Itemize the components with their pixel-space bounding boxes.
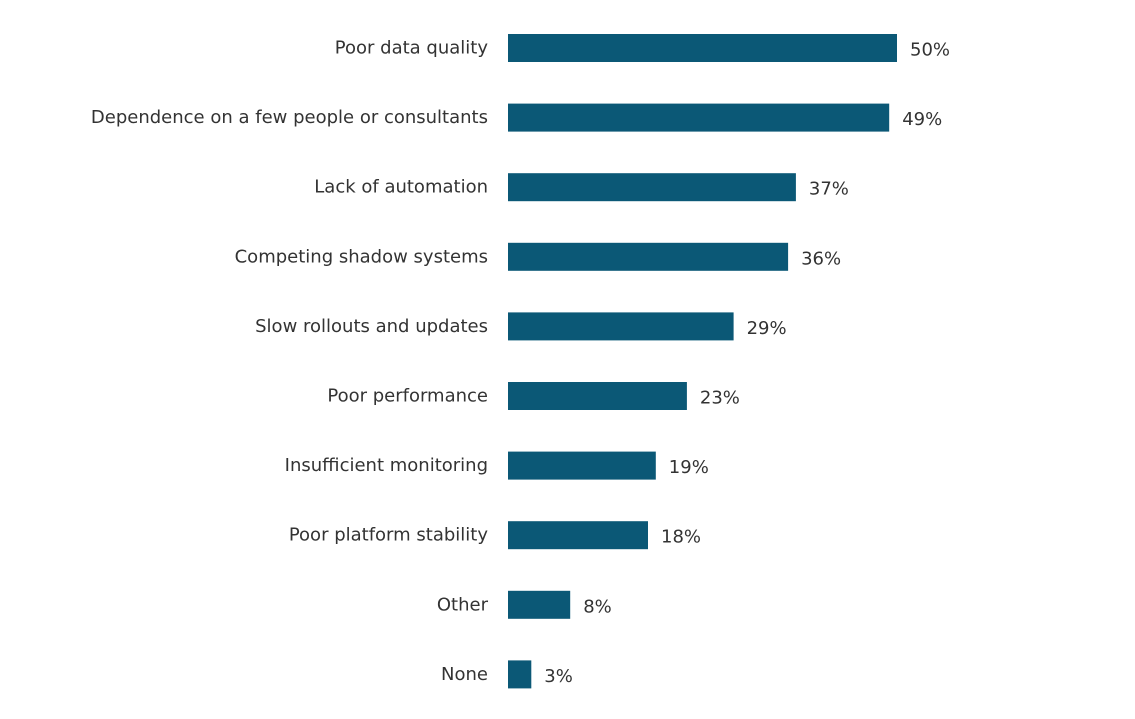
category-label: Competing shadow systems bbox=[235, 246, 488, 267]
value-label: 8% bbox=[583, 596, 612, 617]
bar bbox=[508, 590, 571, 619]
bar bbox=[508, 34, 897, 62]
value-label: 23% bbox=[700, 388, 740, 409]
bar bbox=[508, 660, 532, 689]
category-label: Other bbox=[437, 594, 489, 615]
bar bbox=[508, 103, 890, 132]
bar bbox=[508, 521, 648, 550]
category-label: Poor platform stability bbox=[289, 525, 489, 546]
bars-group bbox=[508, 34, 897, 689]
category-label: Dependence on a few people or consultant… bbox=[91, 107, 488, 128]
bar bbox=[508, 173, 796, 202]
category-labels-group: Poor data quality Dependence on a few peo… bbox=[91, 38, 489, 685]
category-label: Poor data quality bbox=[335, 38, 489, 59]
value-label: 37% bbox=[809, 179, 849, 200]
value-labels-group: 50% 49% 37% 36% 29% 23% 19% 18% 8% 3% bbox=[544, 40, 950, 687]
value-label: 19% bbox=[669, 457, 709, 478]
category-label: Insufficient monitoring bbox=[285, 455, 488, 476]
category-label: Lack of automation bbox=[314, 177, 488, 198]
category-label: Poor performance bbox=[327, 386, 488, 407]
value-label: 18% bbox=[661, 527, 701, 548]
value-label: 50% bbox=[910, 40, 950, 61]
category-label: Slow rollouts and updates bbox=[255, 316, 488, 337]
value-label: 3% bbox=[544, 666, 573, 687]
bar bbox=[508, 312, 734, 341]
bar bbox=[508, 242, 789, 271]
value-label: 29% bbox=[747, 318, 787, 339]
category-label: None bbox=[441, 664, 488, 685]
value-label: 49% bbox=[902, 109, 942, 130]
bar bbox=[508, 382, 687, 410]
bar bbox=[508, 451, 656, 480]
value-label: 36% bbox=[801, 248, 841, 269]
